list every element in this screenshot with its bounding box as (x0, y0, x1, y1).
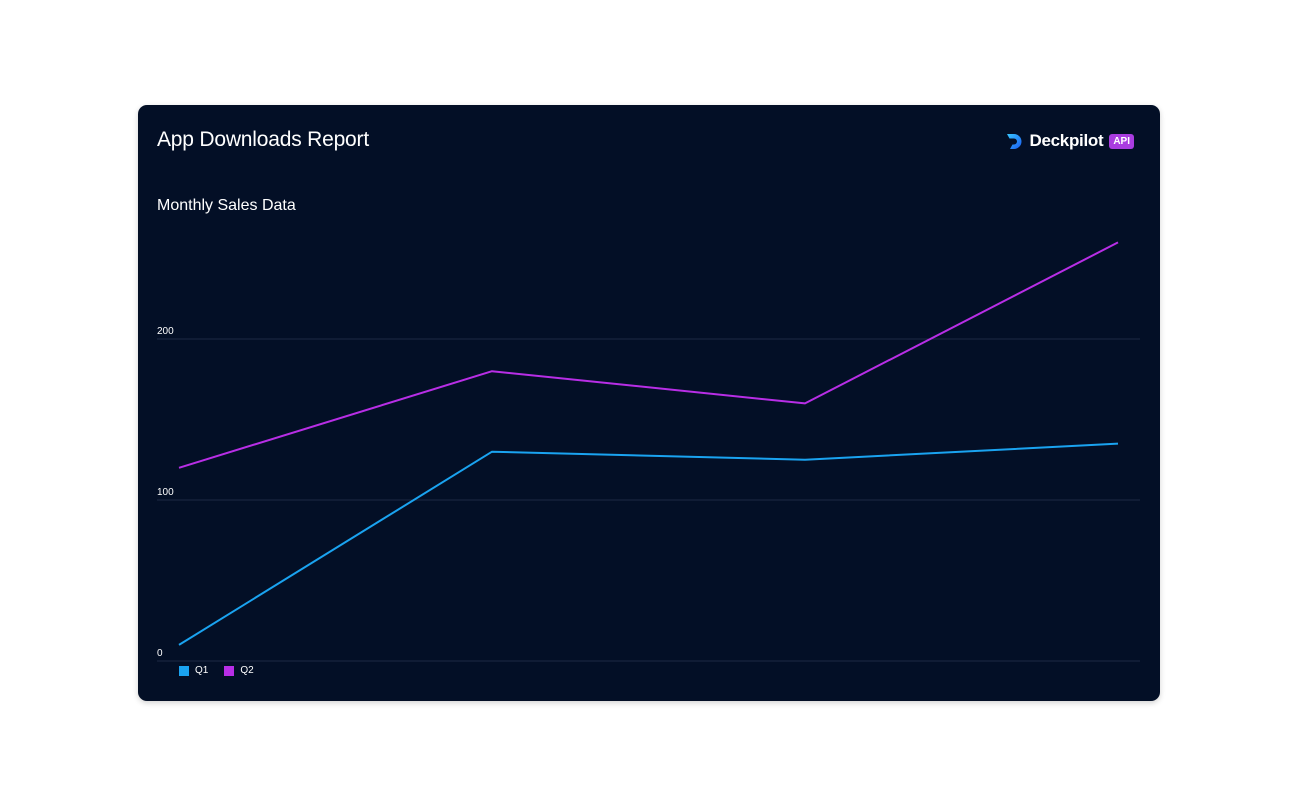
line-chart: 0 100 200 (157, 241, 1140, 662)
legend-item-q1[interactable]: Q1 (179, 665, 208, 676)
legend: Q1 Q2 (179, 665, 270, 676)
brand-name: Deckpilot (1029, 131, 1104, 150)
series-line-q1 (178, 442, 1119, 646)
legend-item-q2[interactable]: Q2 (224, 665, 254, 676)
legend-swatch (224, 665, 235, 676)
chart-title: Monthly Sales Data (157, 197, 296, 214)
report-title: App Downloads Report (157, 128, 369, 151)
y-tick-label-200: 200 (157, 326, 174, 337)
legend-swatch (179, 665, 189, 676)
deckpilot-logo-icon (1006, 133, 1021, 149)
brand: Deckpilot API (1006, 131, 1134, 151)
report-card: App Downloads Report Deckpilot API Month… (138, 105, 1160, 701)
legend-label: Q1 (195, 665, 209, 676)
y-tick-label-100: 100 (157, 487, 174, 498)
legend-label: Q2 (240, 665, 254, 676)
brand-badge: API (1109, 133, 1134, 149)
y-tick-label-0: 0 (157, 648, 163, 659)
series-line-q2 (178, 241, 1119, 469)
